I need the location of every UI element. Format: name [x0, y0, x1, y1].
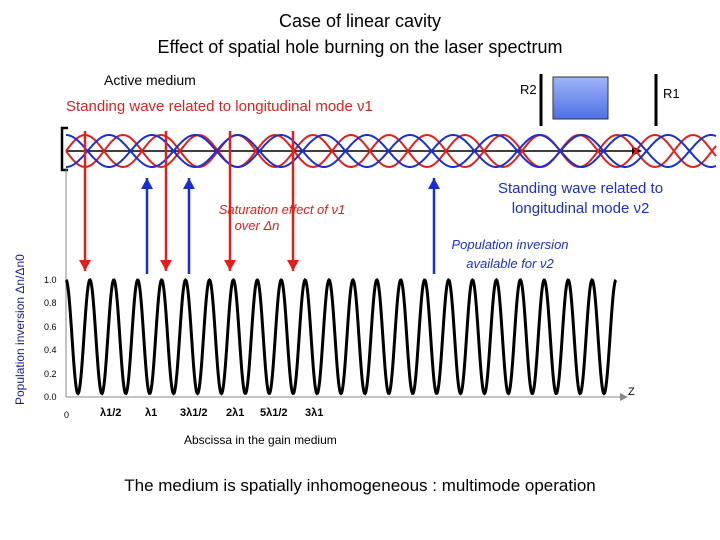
population-available-line2: available for ν2 [466, 256, 554, 271]
wave-mode1-lower [65, 133, 717, 169]
x-axis-label: Abscissa in the gain medium [184, 433, 337, 447]
x-tick-5: 5λ1/2 [260, 407, 288, 419]
y-tick-4: 0.8 [44, 298, 57, 309]
mirror-r2-text: R2 [520, 82, 537, 97]
blue-arrows-head-0 [141, 178, 153, 189]
x-tick-6: 3λ1 [305, 407, 324, 419]
wave-mode2-lower [66, 134, 717, 168]
standing-wave-2-label-line1: Standing wave related to [497, 180, 664, 197]
red-arrows-head-2 [224, 260, 236, 271]
red-arrows-head-3 [287, 260, 299, 271]
x-tick-2: λ1 [145, 407, 158, 419]
red-arrows-head-1 [160, 260, 172, 271]
x-tick-0: 0 [64, 410, 70, 420]
gain-medium-box [552, 76, 609, 120]
x-axis-arrow [620, 393, 628, 401]
z-label: Z [628, 386, 635, 398]
mirror-r1-text: R1 [663, 86, 680, 101]
mirror-r2-label: R2 [520, 82, 537, 97]
saturation-label-line2: over Δn [234, 218, 280, 233]
conclusion-text: The medium is spatially inhomogeneous : … [124, 476, 596, 495]
x-tick-4: 2λ1 [226, 407, 245, 419]
active-medium-label: Active medium [104, 72, 196, 88]
wave-mode1-upper [65, 133, 717, 169]
x-tick-3: 3λ1/2 [180, 407, 208, 419]
population-available-line1: Population inversion [451, 237, 569, 252]
x-tick-1: λ1/2 [100, 407, 122, 419]
blue-arrows-head-1 [183, 178, 195, 189]
wave-mode2-upper [66, 134, 717, 168]
saturation-arrows-mode1 [79, 131, 299, 271]
standing-wave-2-label-line2: longitudinal mode ν2 [511, 200, 650, 217]
available-arrows-mode2 [141, 178, 440, 274]
population-curve [64, 277, 618, 396]
saturation-label-line1: Saturation effect of ν1 [218, 202, 346, 217]
blue-arrows-head-2 [428, 178, 440, 189]
title-line-2: Effect of spatial hole burning on the la… [157, 37, 563, 57]
standing-wave-mode2 [66, 134, 717, 168]
red-arrows-head-0 [79, 260, 91, 271]
standing-wave-1-label: Standing wave related to longitudinal mo… [66, 98, 373, 115]
y-tick-5: 1.0 [44, 275, 57, 285]
y-tick-0: 0.0 [44, 392, 57, 402]
y-tick-1: 0.2 [44, 368, 57, 379]
y-axis-label: Population inversion Δn/Δn0 [13, 254, 27, 405]
cavity-left-bracket [60, 126, 68, 172]
standing-wave-mode1 [65, 133, 717, 169]
title-line-1: Case of linear cavity [278, 11, 442, 31]
y-tick-2: 0.4 [44, 345, 57, 356]
y-tick-3: 0.6 [44, 321, 57, 332]
mirror-r1-label: R1 [663, 86, 680, 101]
